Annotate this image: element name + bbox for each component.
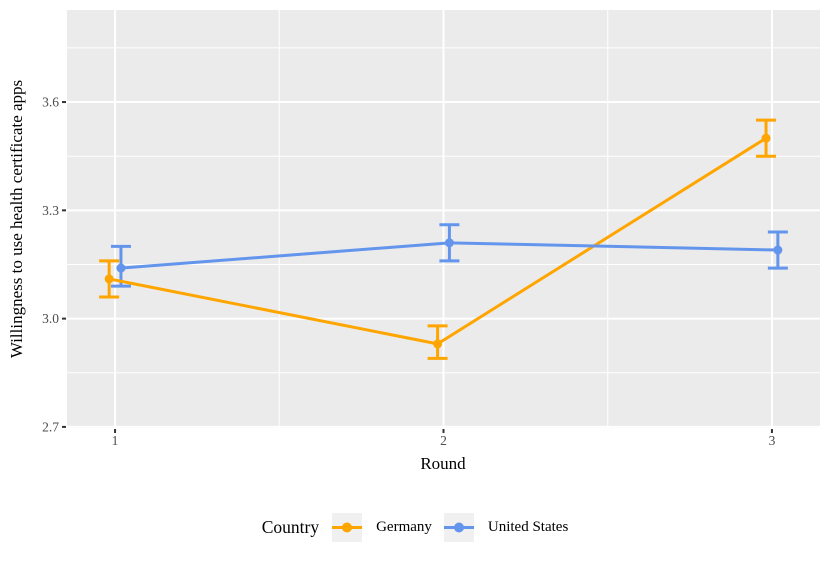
- line-chart-svg: 2.7 3.0 3.3 3.6 1 2 3: [42, 10, 820, 448]
- legend-title: Country: [261, 516, 320, 537]
- x-tick-label: 2: [440, 433, 447, 448]
- x-tick-label: 3: [769, 433, 776, 448]
- y-tick-label: 3.0: [42, 311, 59, 326]
- x-tick-label: 1: [112, 433, 119, 448]
- legend-key-swatch: [443, 512, 474, 542]
- legend-item: United States: [443, 512, 569, 542]
- legend-key-point: [453, 522, 464, 532]
- data-point: [773, 245, 783, 255]
- legend-label: United States: [487, 518, 569, 535]
- data-point: [444, 238, 454, 248]
- data-point: [104, 274, 114, 284]
- legend-label: Germany: [376, 518, 432, 535]
- y-tick-label: 3.3: [42, 203, 59, 218]
- legend: Country Germany United States: [0, 506, 830, 548]
- legend-key-swatch: [332, 512, 363, 542]
- data-point: [116, 263, 126, 273]
- y-tick-label: 3.6: [42, 95, 59, 110]
- y-tick-label: 2.7: [42, 419, 59, 434]
- legend-item: Germany: [332, 512, 432, 542]
- data-point: [761, 133, 771, 143]
- x-axis-title: Round: [420, 454, 466, 473]
- y-axis-title: Willingness to use health certificate ap…: [7, 79, 26, 359]
- data-point: [433, 339, 443, 349]
- legend-items: Germany United States: [332, 512, 569, 542]
- legend-key-point: [342, 522, 353, 532]
